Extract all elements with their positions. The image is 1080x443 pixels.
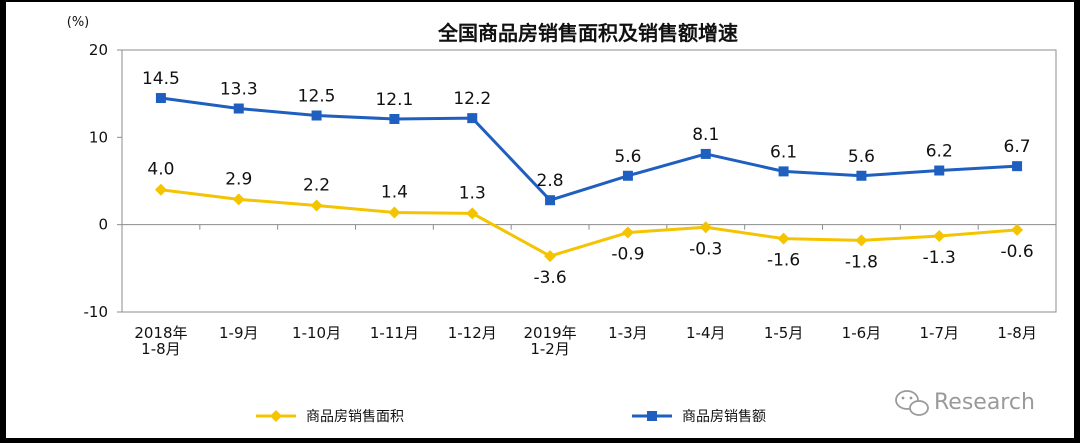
data-point: [700, 148, 711, 159]
legend-marker: [270, 410, 282, 422]
data-label: 13.3: [220, 80, 258, 100]
x-tick-label: 1-5月: [764, 324, 804, 342]
data-point: [467, 113, 478, 124]
data-label: 12.2: [453, 89, 491, 109]
data-label: 14.5: [142, 69, 180, 89]
chart: 全国商品房销售面积及销售额增速 (%) -10010202018年1-8月1-9…: [67, 15, 1057, 425]
watermark-text: Research: [934, 390, 1035, 415]
x-tick-label: 2018年: [134, 324, 187, 342]
data-point: [544, 250, 557, 263]
data-label: 5.6: [848, 147, 875, 167]
watermark: Research: [895, 390, 1035, 416]
data-label: -1.8: [845, 252, 878, 272]
data-point: [777, 232, 790, 245]
data-label: 12.1: [375, 90, 413, 110]
plot-border: [121, 49, 1057, 313]
data-label: 6.7: [1004, 137, 1031, 157]
x-tick-label: 1-10月: [292, 324, 341, 342]
x-tick-label: 1-7月: [920, 324, 960, 342]
data-point: [233, 103, 244, 114]
data-label: 12.5: [298, 87, 336, 107]
data-point: [466, 207, 479, 220]
wechat-icon: [895, 390, 929, 416]
data-label: 4.0: [147, 160, 174, 180]
chart-title: 全国商品房销售面积及销售额增速: [437, 21, 738, 45]
x-tick-label: 2019年: [523, 324, 576, 342]
legend-label: 商品房销售面积: [306, 409, 404, 425]
legend-item: 商品房销售面积: [256, 409, 404, 425]
data-point: [232, 193, 245, 206]
legend-label: 商品房销售额: [682, 409, 766, 425]
data-label: 6.2: [926, 142, 953, 162]
data-label: 2.2: [303, 175, 330, 195]
series-layer: [154, 93, 1024, 263]
y-tick-label: -10: [84, 303, 109, 321]
legend-item: 商品房销售额: [632, 409, 766, 425]
y-tick-label: 10: [89, 128, 108, 146]
data-label: -0.9: [611, 245, 644, 265]
data-label: 2.9: [225, 169, 252, 189]
series-line-1: [160, 96, 1018, 202]
data-label: -0.3: [689, 239, 722, 259]
data-label: 5.6: [614, 147, 641, 167]
x-tick-label: 1-11月: [370, 324, 419, 342]
series-line-0: [160, 188, 1018, 258]
data-label: 1.4: [381, 182, 408, 202]
x-tick-label: 1-12月: [448, 324, 497, 342]
legend-marker: [647, 411, 657, 421]
y-tick-label: 20: [89, 41, 108, 59]
data-point: [389, 113, 400, 124]
data-point: [622, 170, 633, 181]
data-point: [1011, 223, 1024, 236]
y-tick-label: 0: [98, 216, 108, 234]
data-label: -0.6: [1000, 242, 1033, 262]
data-point: [856, 170, 867, 181]
data-label: 6.1: [770, 142, 797, 162]
data-point: [699, 221, 712, 234]
data-label: -1.6: [767, 251, 800, 271]
data-point: [310, 199, 323, 212]
data-point: [621, 226, 634, 239]
data-point: [155, 93, 166, 104]
data-point: [934, 165, 945, 176]
data-point: [1012, 161, 1023, 172]
data-point: [855, 234, 868, 247]
x-tick-label: 1-3月: [608, 324, 648, 342]
data-point: [778, 166, 789, 177]
y-axis-unit: (%): [67, 15, 90, 30]
x-tick-label: 1-8月: [141, 340, 181, 358]
data-point: [154, 183, 167, 196]
x-tick-label: 1-4月: [686, 324, 726, 342]
data-label: 1.3: [459, 183, 486, 203]
x-tick-label: 1-8月: [997, 324, 1037, 342]
data-label: 8.1: [692, 125, 719, 145]
chart-frame: 全国商品房销售面积及销售额增速 (%) -10 0 10 20 2018年 1-8月 1-9…: [6, 2, 1074, 438]
data-label: -3.6: [533, 268, 566, 288]
data-label: 2.8: [537, 171, 564, 191]
data-point: [545, 195, 556, 206]
data-point: [933, 230, 946, 243]
x-tick-label: 1-2月: [530, 340, 570, 358]
x-tick-label: 1-9月: [219, 324, 259, 342]
x-tick-label: 1-6月: [842, 324, 882, 342]
data-point: [388, 206, 401, 219]
data-point: [311, 110, 322, 121]
legend: 商品房销售面积 商品房销售额: [256, 409, 766, 425]
data-label: -1.3: [923, 248, 956, 268]
data-labels: 4.0 2.9 2.2 1.4 1.3 -3.6 -0.9 -0.3 -1.6 -1.8 -1.3 -…: [142, 69, 1034, 288]
